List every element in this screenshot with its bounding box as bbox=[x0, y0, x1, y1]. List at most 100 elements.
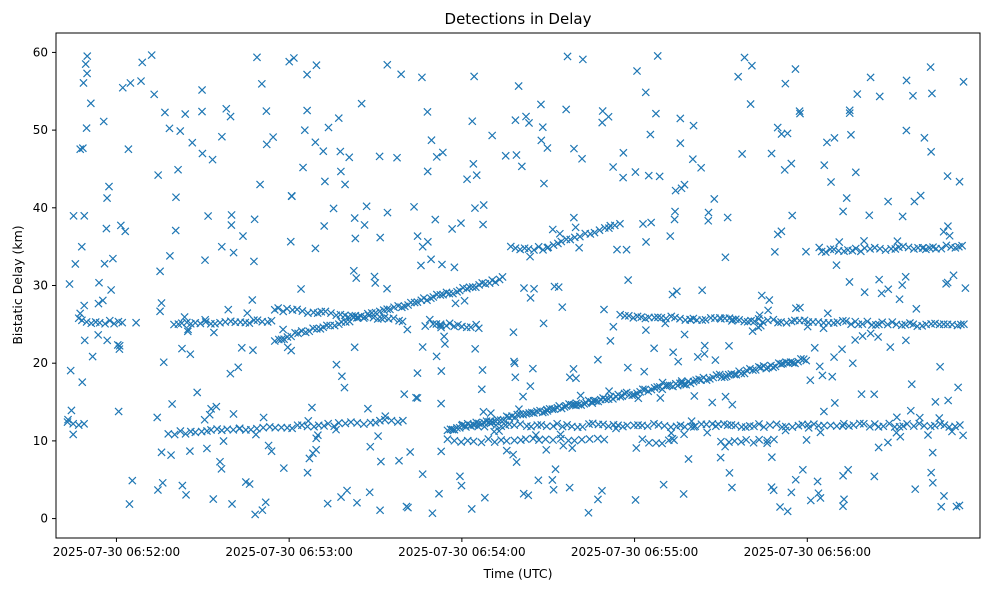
point-clutter bbox=[638, 219, 648, 228]
point-clutter bbox=[642, 237, 651, 246]
point-clutter bbox=[716, 314, 725, 323]
point-clutter bbox=[397, 70, 406, 79]
point-clutter bbox=[80, 301, 89, 310]
point-clutter bbox=[393, 153, 402, 162]
point-track-35km bbox=[826, 245, 835, 254]
point-clutter bbox=[935, 414, 944, 423]
point-clutter bbox=[606, 336, 615, 345]
point-clutter bbox=[886, 343, 895, 352]
point-track-rising-a bbox=[436, 290, 445, 299]
point-clutter bbox=[559, 441, 568, 450]
point-clutter bbox=[336, 167, 345, 176]
point-clutter bbox=[509, 357, 519, 366]
point-track-12km bbox=[676, 421, 685, 430]
point-clutter bbox=[773, 123, 782, 132]
x-axis-label: Time (UTC) bbox=[482, 566, 552, 581]
point-clutter bbox=[704, 216, 713, 225]
point-track-25km bbox=[670, 313, 680, 322]
point-clutter bbox=[299, 163, 308, 172]
point-track-rising-a bbox=[352, 313, 361, 322]
point-clutter bbox=[66, 366, 75, 375]
point-clutter bbox=[791, 475, 800, 484]
point-clutter bbox=[711, 422, 720, 431]
point-clutter bbox=[229, 248, 238, 257]
point-track-rising-b bbox=[730, 370, 739, 379]
point-track-10km bbox=[716, 437, 725, 446]
point-track-12km bbox=[849, 421, 858, 430]
point-clutter bbox=[612, 245, 622, 254]
point-track-25km bbox=[398, 317, 407, 326]
point-track-rising-a bbox=[491, 278, 500, 287]
point-clutter bbox=[704, 208, 713, 217]
point-clutter bbox=[512, 458, 521, 467]
point-clutter bbox=[360, 220, 369, 230]
point-track-10km bbox=[658, 439, 667, 448]
point-track-rising-b bbox=[786, 358, 795, 367]
point-clutter bbox=[815, 362, 824, 371]
point-clutter bbox=[787, 159, 796, 168]
point-track-25km bbox=[389, 314, 398, 323]
point-track-rising-b bbox=[748, 366, 757, 375]
point-track-rising-a bbox=[422, 296, 431, 305]
point-clutter bbox=[156, 267, 165, 276]
point-clutter bbox=[99, 117, 108, 126]
point-clutter bbox=[394, 456, 404, 465]
point-clutter bbox=[780, 165, 789, 174]
point-clutter bbox=[349, 266, 358, 275]
point-clutter bbox=[813, 477, 822, 486]
point-clutter bbox=[413, 369, 422, 378]
point-clutter bbox=[115, 345, 124, 354]
point-clutter bbox=[264, 441, 273, 450]
point-track-rising-a bbox=[432, 290, 441, 299]
point-clutter bbox=[912, 304, 921, 313]
point-track-10km bbox=[600, 435, 609, 444]
point-clutter bbox=[895, 295, 904, 304]
point-clutter bbox=[157, 299, 166, 308]
point-track-rising-a bbox=[383, 305, 392, 314]
point-track-35km bbox=[557, 237, 566, 246]
point-clutter bbox=[208, 155, 217, 164]
point-clutter bbox=[884, 285, 893, 294]
point-clutter bbox=[776, 502, 785, 512]
point-track-25km bbox=[101, 319, 110, 328]
point-clutter bbox=[819, 324, 828, 333]
point-track-12km bbox=[371, 418, 380, 427]
point-track-12km bbox=[832, 422, 841, 431]
point-clutter bbox=[209, 495, 218, 504]
point-clutter bbox=[658, 378, 667, 387]
point-clutter bbox=[939, 227, 948, 236]
point-clutter bbox=[781, 426, 790, 435]
point-clutter bbox=[641, 326, 650, 335]
point-clutter bbox=[427, 255, 436, 264]
point-track-rising-b bbox=[653, 382, 662, 392]
point-clutter bbox=[676, 114, 685, 123]
point-clutter bbox=[563, 52, 572, 61]
point-clutter bbox=[383, 60, 392, 69]
point-clutter bbox=[651, 109, 660, 118]
point-clutter bbox=[413, 232, 422, 241]
point-clutter bbox=[243, 309, 252, 318]
point-clutter bbox=[451, 299, 460, 308]
point-clutter bbox=[160, 108, 169, 117]
point-clutter bbox=[937, 502, 946, 511]
point-clutter bbox=[531, 431, 540, 440]
point-clutter bbox=[341, 180, 350, 189]
point-track-rising-b bbox=[452, 423, 461, 432]
point-clutter bbox=[672, 287, 681, 296]
point-clutter bbox=[528, 364, 537, 373]
point-clutter bbox=[432, 152, 441, 161]
point-track-25km bbox=[369, 313, 378, 322]
point-clutter bbox=[448, 224, 457, 233]
point-clutter bbox=[238, 232, 247, 241]
point-clutter bbox=[928, 478, 937, 487]
point-track-35km bbox=[595, 226, 604, 235]
point-clutter bbox=[307, 403, 316, 412]
point-clutter bbox=[927, 147, 936, 156]
point-clutter bbox=[303, 106, 312, 115]
point-clutter bbox=[724, 341, 734, 350]
point-track-10km bbox=[769, 435, 778, 444]
point-track-12km bbox=[599, 420, 608, 429]
point-track-12km bbox=[398, 416, 407, 425]
